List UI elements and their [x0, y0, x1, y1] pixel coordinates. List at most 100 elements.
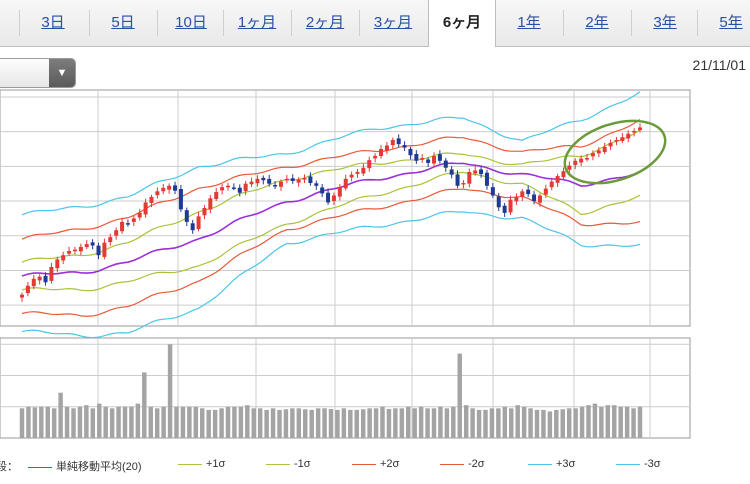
volume-bar	[257, 408, 263, 438]
volume-bar	[122, 406, 128, 438]
tab-12[interactable]: 5年	[719, 14, 743, 31]
candle-body	[502, 205, 507, 213]
candle-body	[579, 158, 584, 163]
volume-bar	[341, 408, 347, 438]
volume-bar	[58, 392, 63, 438]
candle-body	[532, 194, 537, 202]
candle-body	[384, 145, 389, 151]
volume-bar	[412, 408, 417, 438]
volume-bar	[496, 408, 501, 438]
volume-bar	[245, 405, 250, 438]
candle-body	[355, 171, 360, 174]
volume-bar	[84, 405, 89, 438]
candle-body	[349, 174, 354, 178]
volume-bar	[212, 409, 218, 438]
volume-bar	[360, 409, 366, 438]
legend-swatch	[178, 463, 202, 465]
candle-body	[331, 195, 336, 201]
chevron-down-icon: ▼	[49, 59, 75, 87]
tab-3[interactable]: 5日	[111, 14, 135, 31]
candle-body	[626, 133, 631, 139]
volume-bar	[509, 408, 514, 438]
tab-6[interactable]: 2ヶ月	[305, 14, 345, 31]
volume-bar	[32, 407, 38, 438]
candle-body	[414, 153, 419, 161]
chart-legend: 段： 単純移動平均(20) +1σ -1σ +2σ -2σ +3σ -3σ	[0, 458, 750, 476]
candle-body	[590, 153, 595, 157]
candle-body	[31, 278, 36, 287]
candle-body	[520, 191, 525, 197]
tab-8[interactable]: 6ヶ月	[428, 0, 496, 47]
candle-body	[25, 285, 30, 294]
volume-bar	[251, 408, 256, 438]
candle-body	[343, 178, 348, 189]
volume-bar	[406, 406, 411, 438]
candle-body	[514, 196, 519, 202]
candle-body	[361, 167, 366, 174]
volume-bar	[425, 408, 430, 438]
candle-body	[167, 185, 172, 190]
volume-bar	[161, 406, 166, 438]
candle-body	[608, 142, 613, 147]
candle-body	[202, 208, 207, 216]
price-chart	[0, 89, 691, 439]
candle-body	[367, 160, 372, 169]
candle-body	[143, 202, 148, 215]
volume-bar	[154, 408, 160, 438]
volume-bar	[605, 405, 611, 438]
legend-item: +1σ	[178, 458, 225, 470]
volume-bar	[45, 406, 50, 438]
legend-swatch	[266, 463, 290, 465]
candle-body	[284, 178, 289, 181]
tab-4[interactable]: 10日	[175, 14, 207, 31]
legend-label: 単純移動平均(20)	[56, 461, 142, 473]
volume-bar	[592, 403, 598, 438]
candle-body	[125, 223, 130, 225]
legend-swatch	[352, 463, 376, 465]
candle-body	[231, 187, 236, 190]
candle-body	[290, 178, 295, 181]
volume-bar	[174, 406, 179, 438]
candle-body	[72, 249, 77, 252]
legend-item: -2σ	[440, 458, 485, 470]
candle-body	[573, 160, 578, 165]
candle-body	[543, 188, 548, 195]
candle-body	[96, 245, 101, 256]
volume-bar	[354, 409, 359, 438]
period-tab-bar: 1日3日5日10日1ヶ月2ヶ月3ヶ月6ヶ月1年2年3年5年	[0, 0, 750, 47]
candle-body	[555, 176, 560, 183]
volume-bar	[637, 406, 643, 438]
legend-prefix: 段：	[0, 461, 18, 473]
tab-10[interactable]: 2年	[585, 14, 609, 31]
candle-body	[461, 183, 466, 185]
tab-5[interactable]: 1ヶ月	[237, 14, 277, 31]
highlight-ellipse	[563, 119, 667, 185]
tab-separator	[223, 10, 224, 36]
candle-body	[131, 218, 136, 222]
tab-11[interactable]: 3年	[653, 14, 677, 31]
candle-body	[437, 154, 442, 161]
legend-item: -3σ	[616, 458, 661, 470]
tab-separator	[631, 10, 632, 36]
tab-2[interactable]: 3日	[41, 14, 65, 31]
volume-bar	[554, 409, 559, 438]
indicator-select[interactable]: ▼	[0, 58, 76, 88]
legend-item: 単純移動平均(20)	[28, 458, 142, 474]
band-plus3-line	[21, 91, 641, 216]
volume-bar	[444, 408, 450, 438]
legend-label: -1σ	[294, 458, 311, 470]
candle-body	[78, 246, 83, 252]
tab-7[interactable]: 3ヶ月	[373, 14, 413, 31]
volume-bar	[39, 406, 44, 438]
tab-9[interactable]: 1年	[517, 14, 541, 31]
volume-bar	[135, 403, 141, 438]
volume-bar	[193, 406, 199, 438]
candle-body	[161, 187, 166, 192]
candle-body	[155, 191, 160, 196]
volume-bar	[457, 353, 462, 438]
tab-separator	[697, 10, 698, 36]
volume-bar	[483, 409, 488, 438]
volume-bar	[348, 409, 353, 438]
volume-bar	[328, 408, 334, 438]
candle-body	[55, 259, 60, 269]
